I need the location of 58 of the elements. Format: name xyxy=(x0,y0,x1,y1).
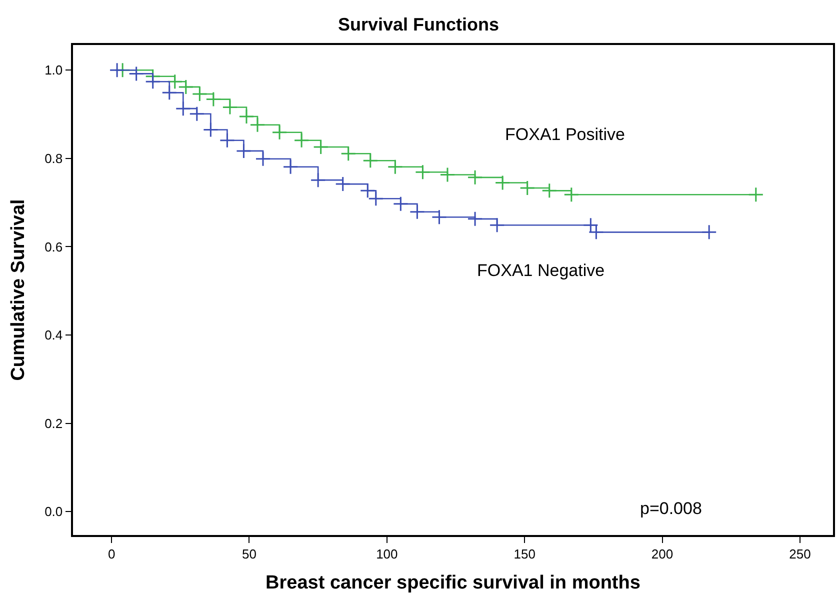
point xyxy=(294,132,310,148)
point xyxy=(340,146,356,162)
x-tick-label: 100 xyxy=(376,546,398,562)
point xyxy=(335,176,351,192)
point xyxy=(467,170,483,186)
point xyxy=(128,66,144,82)
point xyxy=(387,159,403,175)
point xyxy=(489,217,505,233)
point xyxy=(362,152,378,168)
point xyxy=(542,182,558,198)
x-tick-label: 0 xyxy=(108,546,116,562)
y-tick-label: 0.0 xyxy=(44,504,63,520)
point xyxy=(392,196,408,212)
point xyxy=(520,180,536,196)
point xyxy=(109,62,125,78)
point xyxy=(748,186,764,202)
x-tick-label: 50 xyxy=(242,546,256,562)
point xyxy=(414,164,430,180)
point xyxy=(250,117,266,133)
point xyxy=(564,186,580,202)
point xyxy=(467,211,483,227)
annotation: p=0.008 xyxy=(640,499,702,518)
chart-title: Survival Functions xyxy=(338,14,500,35)
point xyxy=(162,84,178,100)
point xyxy=(238,108,254,124)
point xyxy=(145,74,161,90)
point xyxy=(175,100,191,116)
x-tick-label: 250 xyxy=(789,546,811,562)
x-tick-label: 200 xyxy=(651,546,674,562)
point xyxy=(219,132,235,148)
x-tick-label: 150 xyxy=(514,546,536,562)
point xyxy=(440,167,456,183)
point xyxy=(272,124,288,140)
series-label: FOXA1 Negative xyxy=(477,261,605,280)
point xyxy=(409,204,425,220)
point xyxy=(310,172,326,188)
y-tick-label: 0.4 xyxy=(44,328,63,343)
series-label: FOXA1 Positive xyxy=(505,125,625,144)
point xyxy=(206,92,222,108)
point xyxy=(192,86,208,102)
point xyxy=(313,139,329,155)
point xyxy=(189,106,205,122)
point xyxy=(255,151,271,167)
point xyxy=(282,159,298,175)
point xyxy=(202,122,218,138)
y-tick-label: 0.2 xyxy=(44,416,63,431)
y-tick-label: 0.8 xyxy=(44,151,63,166)
y-tick-label: 1.0 xyxy=(44,62,63,78)
point xyxy=(167,74,183,90)
y-axis-title: Cumulative Survival xyxy=(8,199,29,381)
point xyxy=(494,174,510,190)
point xyxy=(222,99,238,115)
point xyxy=(236,143,252,159)
point xyxy=(178,79,194,95)
point xyxy=(701,224,717,240)
y-tick-label: 0.6 xyxy=(44,239,63,254)
point xyxy=(431,209,447,225)
x-axis-title: Breast cancer specific survival in months xyxy=(266,572,640,594)
